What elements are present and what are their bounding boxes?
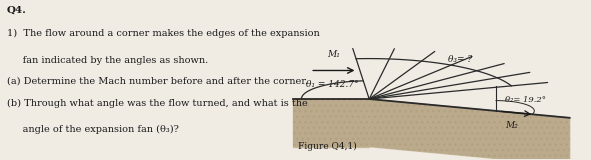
- Polygon shape: [369, 99, 570, 160]
- Text: θ₂= 19.2°: θ₂= 19.2°: [505, 96, 546, 104]
- Text: (a) Determine the Mach number before and after the corner.: (a) Determine the Mach number before and…: [7, 77, 307, 86]
- Polygon shape: [369, 99, 570, 160]
- Text: (b) Through what angle was the flow turned, and what is the: (b) Through what angle was the flow turn…: [7, 99, 307, 108]
- Text: fan indicated by the angles as shown.: fan indicated by the angles as shown.: [7, 56, 208, 65]
- Text: Figure Q4,1): Figure Q4,1): [298, 142, 357, 151]
- Text: θ₁ = 142.7°: θ₁ = 142.7°: [306, 80, 359, 89]
- Text: Q4.: Q4.: [7, 5, 27, 14]
- Text: M₁: M₁: [327, 50, 340, 59]
- Text: M₂: M₂: [505, 121, 518, 130]
- Text: θ₃= ?: θ₃= ?: [448, 55, 472, 64]
- Text: angle of the expansion fan (θ₃)?: angle of the expansion fan (θ₃)?: [7, 124, 178, 134]
- Polygon shape: [293, 99, 369, 147]
- Polygon shape: [293, 99, 369, 147]
- Text: 1)  The flow around a corner makes the edges of the expansion: 1) The flow around a corner makes the ed…: [7, 29, 319, 38]
